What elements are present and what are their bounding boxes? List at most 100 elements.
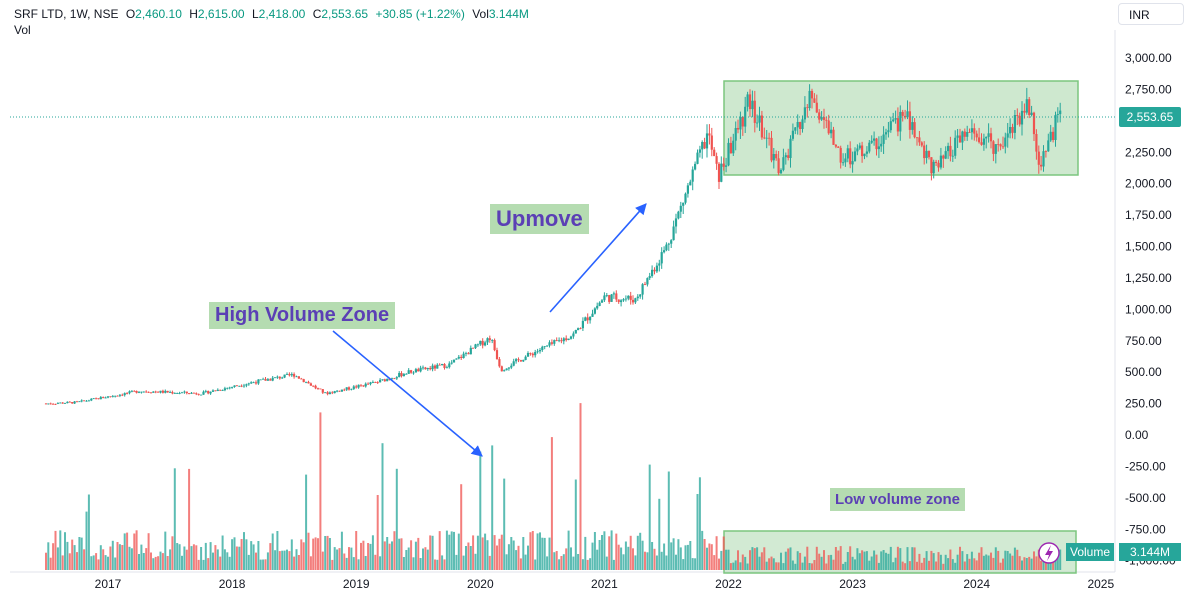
- candle-body: [617, 299, 620, 302]
- volume-bar: [417, 537, 420, 570]
- volume-bar: [620, 547, 623, 570]
- candle-body: [436, 364, 439, 369]
- x-tick-label: 2021: [591, 577, 618, 591]
- candle-body: [808, 90, 811, 108]
- candle-body: [405, 373, 408, 375]
- candle-body: [505, 368, 508, 371]
- volume-bar: [982, 555, 985, 570]
- candles: [44, 84, 1062, 405]
- candle-body: [612, 293, 615, 295]
- volume-bar: [515, 550, 518, 570]
- candle-body: [1035, 134, 1038, 152]
- volume-bar: [223, 549, 226, 570]
- volume-bar: [842, 563, 845, 570]
- candle-body: [861, 145, 864, 157]
- candle-body: [603, 295, 606, 301]
- volume-bar: [231, 539, 234, 570]
- candle-body: [486, 338, 489, 343]
- volume-bar: [255, 552, 257, 570]
- volume-bar: [424, 547, 427, 570]
- candle-body: [801, 119, 804, 129]
- candle-body: [837, 146, 840, 148]
- open-value: 2,460.10: [135, 7, 182, 21]
- candle-body: [920, 142, 923, 146]
- volume-bar: [851, 556, 854, 570]
- candle-body: [367, 383, 370, 385]
- volume-bar: [383, 541, 386, 570]
- volume-bar: [899, 548, 902, 570]
- volume-bar: [512, 540, 515, 570]
- volume-bar: [278, 551, 281, 570]
- x-tick-label: 2018: [219, 577, 246, 591]
- volume-bar: [713, 555, 716, 570]
- candle-body: [641, 284, 644, 295]
- volume-bar: [715, 536, 718, 570]
- candle-body: [899, 111, 902, 132]
- volume-bar: [283, 550, 286, 570]
- currency-button[interactable]: INR: [1118, 3, 1184, 25]
- volume-bar: [407, 547, 410, 570]
- candle-body: [498, 359, 501, 367]
- candle-body: [999, 144, 1002, 147]
- volume-bar: [386, 537, 389, 570]
- volume-bar: [667, 471, 670, 570]
- volume-bar: [183, 546, 186, 570]
- candle-body: [608, 295, 611, 302]
- candle-body: [250, 382, 253, 384]
- candle-body: [123, 393, 126, 396]
- volume-bar: [577, 554, 580, 570]
- candle-body: [877, 146, 880, 150]
- candle-body: [868, 142, 871, 152]
- volume-bar: [1018, 556, 1021, 570]
- symbol-legend: SRF LTD, 1W, NSE O2,460.10 H2,615.00 L2,…: [14, 7, 529, 21]
- volume-bar: [987, 555, 990, 570]
- volume-bar: [682, 559, 685, 570]
- volume-bar: [737, 550, 739, 570]
- volume-bar: [739, 562, 742, 570]
- volume-bar: [801, 562, 804, 570]
- candle-body: [290, 374, 293, 376]
- volume-bar: [546, 556, 549, 570]
- candle-body: [703, 142, 706, 149]
- volume-bar: [780, 552, 782, 570]
- candle-body: [787, 155, 790, 158]
- volume-bar: [445, 530, 448, 570]
- candle-body: [214, 390, 217, 392]
- candle-body: [717, 163, 721, 182]
- symbol-name[interactable]: SRF LTD, 1W, NSE: [14, 7, 119, 21]
- candle-body: [915, 137, 919, 139]
- candle-body: [49, 403, 52, 405]
- candle-body: [791, 130, 794, 139]
- volume-bar: [68, 553, 71, 570]
- candle-body: [443, 364, 446, 368]
- volume-badge-label-bg: [1066, 543, 1114, 561]
- candle-body: [562, 338, 565, 342]
- volume-bar: [768, 558, 771, 570]
- candle-body: [849, 148, 852, 165]
- volume-bar: [338, 548, 341, 570]
- volume-bar: [503, 478, 506, 570]
- volume-bar: [916, 561, 918, 570]
- candle-body: [1059, 110, 1062, 115]
- volume-bar: [314, 537, 317, 570]
- volume-bar: [1049, 559, 1052, 570]
- candle-body: [605, 295, 608, 296]
- volume-bar: [128, 546, 131, 570]
- volume-bar: [1011, 555, 1014, 570]
- y-tick-label: 250.00: [1125, 397, 1162, 411]
- candle-body: [426, 368, 429, 370]
- candle-body: [779, 169, 783, 174]
- volume-indicator-label[interactable]: Vol: [14, 23, 31, 37]
- candle-body: [247, 383, 250, 385]
- volume-bar: [130, 548, 133, 570]
- volume-bar: [78, 537, 81, 570]
- volume-bar: [856, 548, 859, 570]
- candle-body: [913, 122, 916, 138]
- volume-bar: [648, 464, 651, 570]
- volume-bar: [636, 535, 639, 570]
- volume-bar: [328, 538, 331, 570]
- volume-bar: [324, 536, 327, 570]
- volume-bar: [147, 533, 150, 570]
